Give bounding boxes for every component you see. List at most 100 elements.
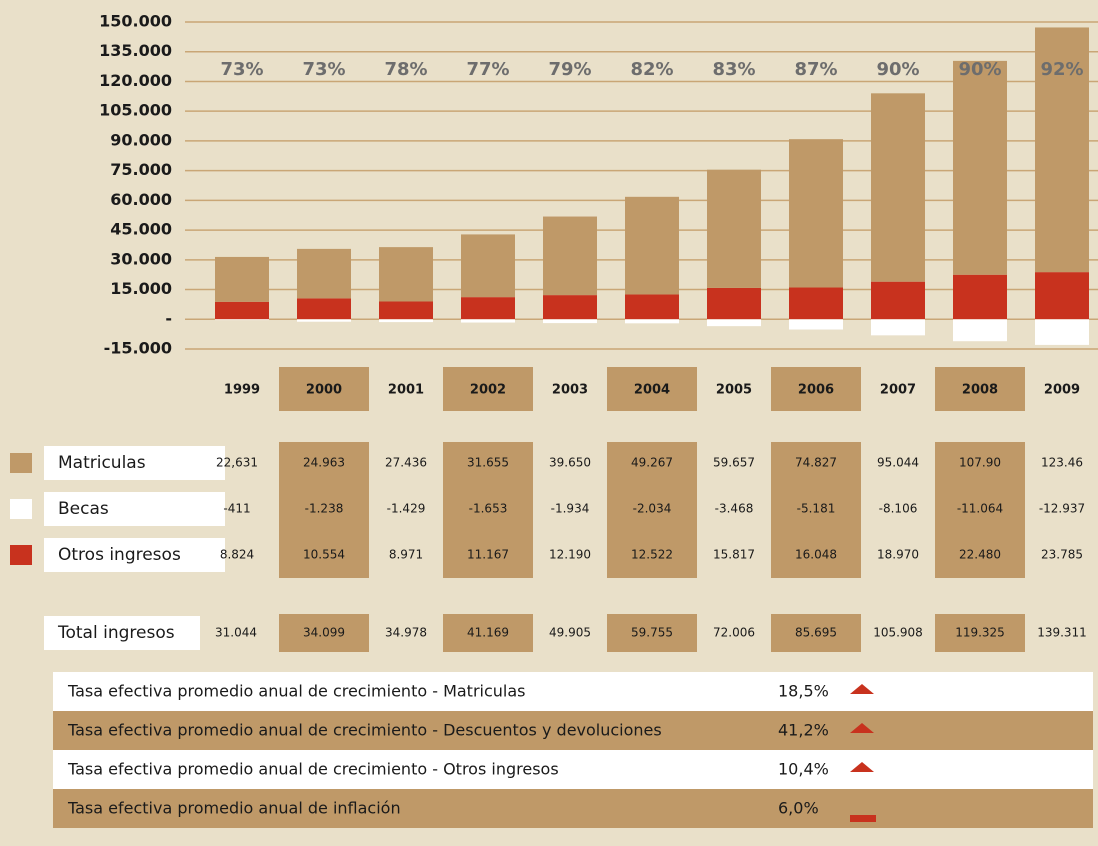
table-cell: 12.522 xyxy=(631,548,673,562)
column-shade xyxy=(279,614,369,652)
bar-segment xyxy=(297,298,351,320)
table-cell: 8.824 xyxy=(220,548,254,562)
bar-segment xyxy=(953,274,1007,320)
table-cell: 23.785 xyxy=(1041,548,1083,562)
y-tick-label: 15.000 xyxy=(110,279,172,298)
bar-segment xyxy=(1035,272,1089,320)
table-cell: -12.937 xyxy=(1039,502,1085,516)
bar-segment xyxy=(215,301,269,320)
table-cell: 59.657 xyxy=(713,456,755,470)
table-cell: 18.970 xyxy=(877,548,919,562)
table-cell: -1.934 xyxy=(551,502,590,516)
year-label: 2009 xyxy=(1044,383,1080,398)
share-label: 92% xyxy=(1040,59,1083,80)
table-cell: 39.650 xyxy=(549,456,591,470)
table-cell: -3.468 xyxy=(715,502,754,516)
rate-label: Tasa efectiva promedio anual de crecimie… xyxy=(67,760,559,779)
y-tick-label: 75.000 xyxy=(110,160,172,179)
legend-label: Otros ingresos xyxy=(58,545,181,565)
row-label-box xyxy=(44,492,225,526)
table-cell: 11.167 xyxy=(467,548,509,562)
y-tick-label: 90.000 xyxy=(110,130,172,149)
rate-value: 18,5% xyxy=(778,682,829,701)
bar-segment xyxy=(215,319,269,321)
year-label: 2000 xyxy=(306,383,342,398)
share-label: 90% xyxy=(958,59,1001,80)
column-shade xyxy=(607,367,697,411)
table-cell: 15.817 xyxy=(713,548,755,562)
y-tick-label: 45.000 xyxy=(110,220,172,239)
y-tick-label: - xyxy=(165,309,172,328)
column-shade xyxy=(443,614,533,652)
year-label: 2008 xyxy=(962,383,998,398)
trend-icon xyxy=(850,815,876,822)
table-cell: 74.827 xyxy=(795,456,837,470)
share-label: 90% xyxy=(876,59,919,80)
y-tick-label: 105.000 xyxy=(99,101,172,120)
bar-segment xyxy=(215,256,269,302)
bar-segment xyxy=(543,295,597,320)
rate-row xyxy=(53,672,1093,711)
bar-segment xyxy=(1035,27,1089,273)
column-shade xyxy=(279,442,369,578)
rate-label: Tasa efectiva promedio anual de crecimie… xyxy=(67,682,526,701)
y-tick-label: 30.000 xyxy=(110,249,172,268)
share-label: 77% xyxy=(466,59,509,80)
rate-row xyxy=(53,750,1093,789)
column-shade xyxy=(607,614,697,652)
share-label: 73% xyxy=(302,59,345,80)
bar-segment xyxy=(625,319,679,324)
bar-segment xyxy=(789,319,843,330)
bar-segment xyxy=(461,319,515,323)
rate-value: 41,2% xyxy=(778,721,829,740)
table-cell: -11.064 xyxy=(957,502,1003,516)
bar-segment xyxy=(953,319,1007,342)
column-shade xyxy=(935,367,1025,411)
share-label: 83% xyxy=(712,59,755,80)
row-label-box xyxy=(44,616,200,650)
table-cell: 10.554 xyxy=(303,548,345,562)
table-cell: 85.695 xyxy=(795,626,837,640)
share-label: 78% xyxy=(384,59,427,80)
table-cell: 12.190 xyxy=(549,548,591,562)
table-cell: 8.971 xyxy=(389,548,423,562)
bar-segment xyxy=(789,139,843,288)
bar-segment xyxy=(379,247,433,302)
table-cell: 41.169 xyxy=(467,626,509,640)
total-label: Total ingresos xyxy=(57,623,175,643)
bar-segment xyxy=(871,319,925,336)
rate-row xyxy=(53,789,1093,828)
year-label: 2004 xyxy=(634,383,670,398)
bar-segment xyxy=(789,287,843,320)
share-label: 73% xyxy=(220,59,263,80)
bar-segment xyxy=(543,319,597,324)
table-cell: 24.963 xyxy=(303,456,345,470)
table-cell: 123.46 xyxy=(1041,456,1083,470)
bar-segment xyxy=(379,301,433,320)
legend-swatch xyxy=(10,453,32,473)
table-cell: 95.044 xyxy=(877,456,919,470)
bar-segment xyxy=(707,319,761,327)
table-cell: 34.978 xyxy=(385,626,427,640)
bar-segment xyxy=(707,169,761,288)
column-shade xyxy=(607,442,697,578)
bar-segment xyxy=(953,60,1007,275)
table-cell: 105.908 xyxy=(873,626,923,640)
column-shade xyxy=(443,367,533,411)
column-shade xyxy=(443,442,533,578)
year-label: 2007 xyxy=(880,383,916,398)
bar-segment xyxy=(707,287,761,320)
legend-swatch xyxy=(10,545,32,565)
bar-segment xyxy=(461,234,515,298)
bar-segment xyxy=(297,319,351,322)
table-cell: -1.238 xyxy=(305,502,344,516)
table-cell: 49.267 xyxy=(631,456,673,470)
bar-segment xyxy=(871,93,925,282)
table-cell: -8.106 xyxy=(879,502,918,516)
y-tick-label: 120.000 xyxy=(99,71,172,90)
trend-icon xyxy=(850,762,874,772)
row-label-box xyxy=(44,446,225,480)
table-cell: 22.480 xyxy=(959,548,1001,562)
bar-segment xyxy=(625,196,679,295)
